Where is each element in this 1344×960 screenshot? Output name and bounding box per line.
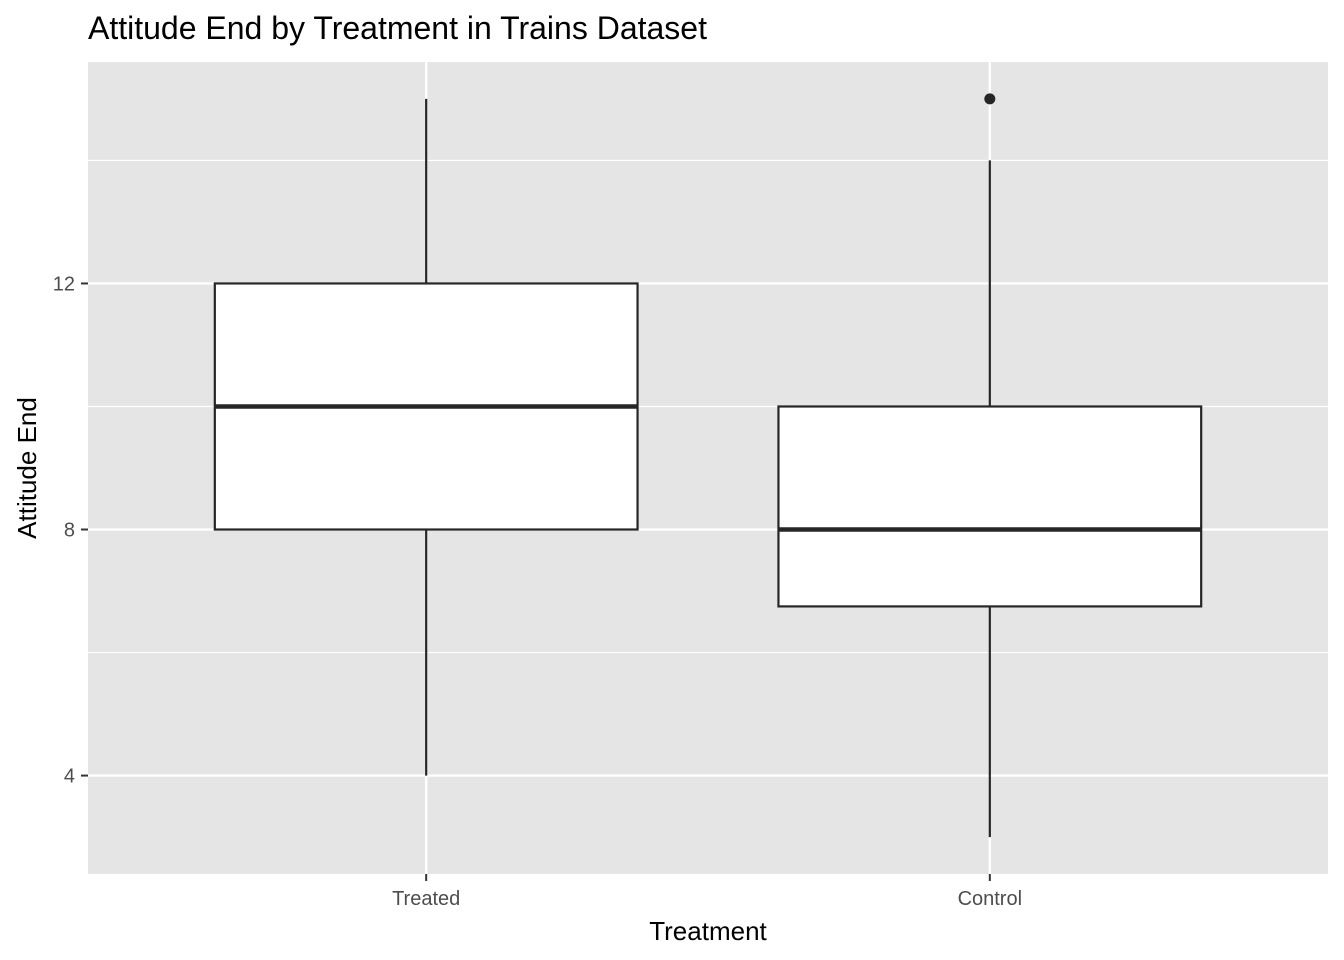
box-treated bbox=[213, 98, 639, 776]
y-axis-title: Attitude End bbox=[12, 397, 42, 539]
axes: 4 8 12 Treated Control bbox=[53, 273, 1022, 910]
y-tick-label: 4 bbox=[64, 766, 75, 788]
iqr-box bbox=[777, 405, 1203, 608]
chart-title: Attitude End by Treatment in Trains Data… bbox=[88, 10, 707, 46]
x-tick-label: Treated bbox=[392, 888, 460, 910]
x-axis-title: Treatment bbox=[649, 916, 767, 946]
x-tick-label: Control bbox=[958, 888, 1022, 910]
boxes bbox=[213, 93, 1203, 838]
outlier-point bbox=[984, 93, 996, 105]
y-tick-label: 12 bbox=[53, 273, 75, 295]
y-tick-label: 8 bbox=[64, 520, 75, 542]
box-control bbox=[777, 93, 1203, 838]
